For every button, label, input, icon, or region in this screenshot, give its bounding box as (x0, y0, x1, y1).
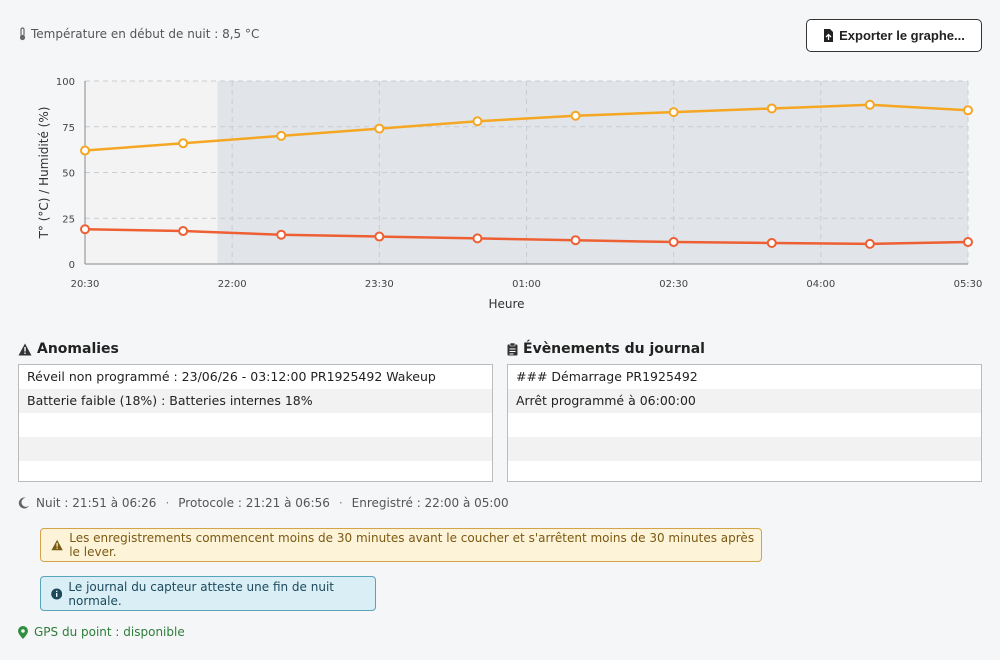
export-graph-label: Exporter le graphe... (839, 28, 965, 43)
series-1-point (374, 231, 385, 242)
anomalies-list[interactable]: Réveil non programmé : 23/06/26 - 03:12:… (18, 364, 493, 482)
export-graph-button[interactable]: Exporter le graphe... (806, 19, 982, 52)
start-temperature-text: Température en début de nuit : 8,5 °C (31, 27, 260, 41)
journal-list[interactable]: ### Démarrage PR1925492 Arrêt programmé … (507, 364, 982, 482)
start-temperature: Température en début de nuit : 8,5 °C (18, 27, 259, 41)
x-tick-label: 23:30 (365, 279, 394, 290)
series-0-point (668, 107, 679, 118)
series-0-point (864, 99, 875, 110)
x-tick-label: 02:30 (659, 279, 688, 290)
file-export-icon (824, 29, 834, 42)
list-item[interactable] (19, 437, 492, 461)
clipboard-icon (507, 342, 518, 355)
x-tick-label: 05:30 (954, 279, 983, 290)
anomalies-title: Anomalies (18, 341, 119, 357)
list-item[interactable]: Arrêt programmé à 06:00:00 (508, 389, 981, 413)
list-item[interactable] (19, 461, 492, 481)
info-circle-icon (51, 587, 63, 600)
separator: · (338, 496, 343, 510)
series-1-point (963, 237, 973, 248)
series-1-point (472, 233, 483, 244)
night-info: Nuit : 21:51 à 06:26 · Protocole : 21:21… (18, 496, 509, 510)
recording-warning-text: Les enregistrements commencent moins de … (69, 531, 755, 559)
x-axis-label: Heure (488, 297, 524, 311)
journal-info-alert: Le journal du capteur atteste une fin de… (40, 576, 376, 611)
series-0-point (472, 116, 483, 127)
journal-title: Évènements du journal (507, 341, 705, 357)
series-line-1 (84, 227, 969, 246)
series-0-point (570, 110, 581, 121)
series-0-point (374, 123, 385, 134)
gps-status: GPS du point : disponible (18, 625, 185, 639)
x-tick-label: 22:00 (218, 279, 247, 290)
anomalies-title-text: Anomalies (37, 341, 119, 357)
map-marker-icon (18, 625, 28, 639)
list-item[interactable] (508, 461, 981, 481)
warning-triangle-icon (18, 343, 32, 355)
list-item[interactable] (508, 413, 981, 437)
separator: · (165, 496, 170, 510)
recording-warning-alert: Les enregistrements commencent moins de … (40, 528, 762, 562)
series-0-point (276, 130, 287, 141)
temperature-humidity-chart: 0 25 50 75 100 20:30 22:00 23:30 01:00 02:30 04:00… (37, 77, 983, 311)
gps-status-text: GPS du point : disponible (34, 625, 185, 639)
recorded-range: Enregistré : 22:00 à 05:00 (351, 496, 509, 510)
y-tick-label: 25 (62, 214, 75, 225)
x-tick-label: 20:30 (71, 279, 100, 290)
list-item[interactable] (19, 413, 492, 437)
series-1-point (178, 226, 189, 237)
list-item[interactable] (508, 437, 981, 461)
series-1-point (766, 237, 777, 248)
y-tick-label: 50 (62, 169, 75, 180)
x-tick-label: 04:00 (806, 279, 835, 290)
night-range: Nuit : 21:51 à 06:26 (36, 496, 157, 510)
series-1-point (864, 238, 875, 249)
series-1-point (276, 229, 287, 240)
warning-icon (51, 539, 63, 551)
thermometer-icon (19, 27, 26, 41)
journal-info-text: Le journal du capteur atteste une fin de… (68, 579, 334, 608)
y-tick-label: 75 (62, 123, 75, 134)
series-0-point (766, 103, 777, 114)
series-1-point (80, 224, 90, 235)
journal-title-text: Évènements du journal (523, 341, 705, 357)
list-item[interactable]: ### Démarrage PR1925492 (516, 369, 698, 384)
series-0-point (80, 145, 90, 156)
series-line-0 (84, 103, 969, 152)
y-axis-label: T° (°C) / Humidité (%) (37, 107, 51, 240)
protocol-range: Protocole : 21:21 à 06:56 (178, 496, 330, 510)
list-item[interactable]: Batterie faible (18%) : Batteries intern… (19, 389, 492, 413)
y-tick-label: 100 (56, 77, 75, 88)
series-0-point (963, 105, 973, 116)
x-tick-label: 01:00 (512, 279, 541, 290)
y-tick-label: 0 (69, 260, 75, 271)
list-item[interactable]: Réveil non programmé : 23/06/26 - 03:12:… (27, 369, 436, 384)
series-0-point (178, 138, 189, 149)
moon-icon (18, 497, 30, 509)
series-1-point (668, 237, 679, 248)
series-1-point (570, 235, 581, 246)
